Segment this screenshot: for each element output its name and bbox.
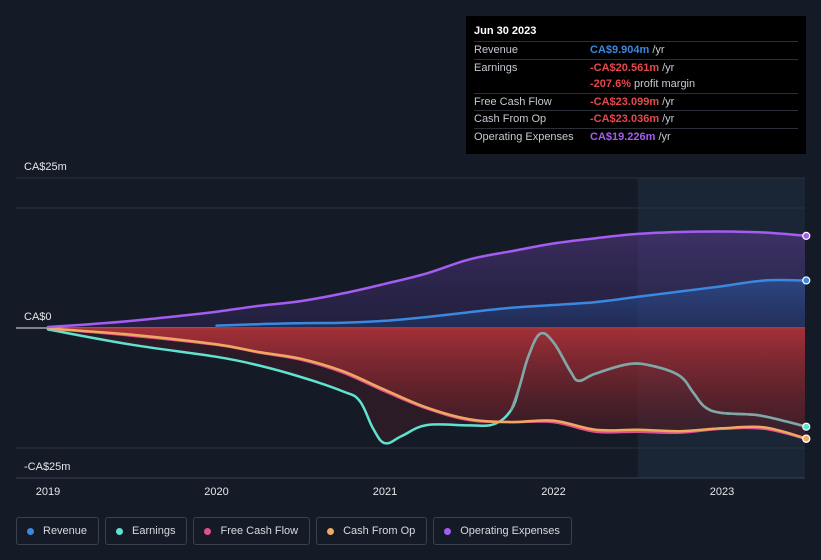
x-tick-2023: 2023 bbox=[710, 486, 734, 498]
legend-item-operating-expenses[interactable]: Operating Expenses bbox=[433, 517, 572, 545]
legend-dot-icon bbox=[327, 527, 335, 535]
legend-dot-icon bbox=[204, 527, 212, 535]
tooltip-row-unit: /yr bbox=[662, 95, 675, 108]
x-tick-2021: 2021 bbox=[373, 486, 397, 498]
tooltip-row-unit: profit margin bbox=[633, 78, 696, 91]
tooltip-row-value: -CA$23.036m bbox=[590, 113, 660, 126]
opex-end-marker bbox=[802, 231, 811, 240]
legend-item-revenue[interactable]: Revenue bbox=[16, 517, 100, 545]
tooltip-row: Earnings -CA$20.561m/yr bbox=[474, 58, 798, 77]
revenue-line bbox=[215, 278, 805, 327]
x-tick-2019: 2019 bbox=[36, 486, 60, 498]
tooltip-row-label: Revenue bbox=[474, 44, 519, 56]
y-label-bottom: -CA$25m bbox=[24, 461, 70, 473]
legend-label: Earnings bbox=[132, 525, 176, 537]
tooltip-row-label: Cash From Op bbox=[474, 113, 547, 126]
tooltip-row-value: CA$9.904m bbox=[590, 44, 650, 56]
tooltip-row: -207.6% profit margin bbox=[474, 76, 798, 93]
tooltip-row: Cash From Op -CA$23.036m/yr bbox=[474, 110, 798, 128]
legend-label: Revenue bbox=[43, 525, 88, 537]
legend-dot-icon bbox=[116, 527, 124, 535]
tooltip-row-value: -207.6% bbox=[590, 78, 631, 91]
tooltip-row-label: Operating Expenses bbox=[474, 130, 574, 143]
tooltip-row-unit: /yr bbox=[662, 113, 675, 126]
legend-dot-icon bbox=[27, 527, 34, 535]
legend-label: Free Cash Flow bbox=[220, 525, 299, 537]
tooltip-row-value: -CA$20.561m bbox=[590, 61, 660, 74]
tooltip-row-value: -CA$23.099m bbox=[590, 95, 660, 108]
tooltip-row-unit: /yr bbox=[658, 130, 671, 143]
tooltip-row-unit: /yr bbox=[662, 61, 675, 74]
revenue-area bbox=[216, 280, 805, 328]
legend: Revenue Earnings Free Cash Flow Cash From O… bbox=[16, 517, 572, 545]
revenue-end-marker bbox=[802, 276, 811, 285]
cfo-end-marker bbox=[802, 434, 811, 443]
tooltip-row-label bbox=[474, 76, 590, 93]
legend-item-free-cash-flow[interactable]: Free Cash Flow bbox=[193, 517, 311, 545]
legend-item-earnings[interactable]: Earnings bbox=[105, 517, 188, 545]
y-label-zero: CA$0 bbox=[24, 311, 52, 323]
tooltip-row: Revenue CA$9.904m/yr bbox=[474, 41, 798, 59]
tooltip-panel: Jun 30 2023 Revenue CA$9.904m/yr Earnings -… bbox=[466, 16, 806, 154]
fcf-area bbox=[48, 328, 805, 439]
tooltip-row: Operating Expenses CA$19.226m/yr bbox=[474, 127, 798, 146]
x-tick-2022: 2022 bbox=[541, 486, 565, 498]
opex-line bbox=[46, 230, 805, 329]
legend-dot-icon bbox=[444, 527, 452, 535]
x-tick-2020: 2020 bbox=[204, 486, 228, 498]
cfo-line bbox=[46, 327, 805, 440]
tooltip-date: Jun 30 2023 bbox=[474, 25, 537, 37]
legend-label: Operating Expenses bbox=[460, 525, 560, 537]
legend-item-cash-from-op[interactable]: Cash From Op bbox=[316, 517, 428, 545]
y-label-top: CA$25m bbox=[24, 161, 67, 173]
earnings-line-recent bbox=[510, 331, 805, 428]
tooltip-row-unit: /yr bbox=[652, 44, 665, 56]
legend-label: Cash From Op bbox=[343, 525, 416, 537]
tooltip-row-label: Earnings bbox=[474, 61, 518, 74]
tooltip-row-value: CA$19.226m bbox=[590, 130, 656, 143]
tooltip-row: Free Cash Flow -CA$23.099m/yr bbox=[474, 92, 798, 111]
earnings-end-marker bbox=[802, 422, 811, 431]
tooltip-row-label: Free Cash Flow bbox=[474, 95, 552, 108]
